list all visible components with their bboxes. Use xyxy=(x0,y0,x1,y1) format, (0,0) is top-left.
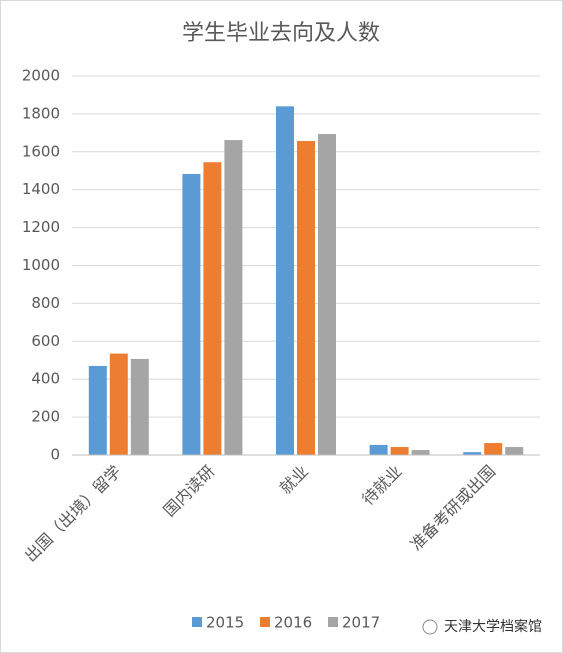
bar xyxy=(390,447,409,455)
y-tick-label: 800 xyxy=(31,294,60,312)
bar xyxy=(463,452,482,455)
legend-swatch xyxy=(260,617,270,627)
y-tick-label: 1400 xyxy=(22,180,60,198)
legend-swatch xyxy=(192,617,202,627)
y-tick-label: 0 xyxy=(50,446,60,464)
y-tick-label: 1200 xyxy=(22,218,60,236)
y-tick-label: 1600 xyxy=(22,142,60,160)
bar xyxy=(203,162,222,455)
y-tick-label: 2000 xyxy=(22,67,60,85)
bar xyxy=(297,140,315,455)
legend-swatch xyxy=(328,617,338,627)
bar xyxy=(88,365,107,455)
bar xyxy=(484,443,503,455)
legend-label: 2016 xyxy=(274,614,312,632)
bar xyxy=(505,447,524,455)
legend-label: 2015 xyxy=(206,614,244,632)
watermark-icon xyxy=(422,619,438,635)
y-tick-label: 1000 xyxy=(22,256,60,274)
bar xyxy=(369,444,388,455)
y-tick-label: 600 xyxy=(31,332,60,350)
bar xyxy=(276,106,294,455)
y-tick-label: 200 xyxy=(31,408,60,426)
legend-label: 2017 xyxy=(342,614,380,632)
bar xyxy=(130,358,149,455)
y-tick-label: 400 xyxy=(31,370,60,388)
y-tick-label: 1800 xyxy=(22,104,60,122)
watermark: 天津大学档案馆 xyxy=(422,618,542,635)
bar xyxy=(109,353,128,455)
bar xyxy=(318,133,336,455)
bar xyxy=(224,140,243,455)
bar xyxy=(411,450,430,455)
chart-title: 学生毕业去向及人数 xyxy=(182,21,380,46)
watermark-text: 天津大学档案馆 xyxy=(444,618,542,635)
bar xyxy=(182,173,201,455)
